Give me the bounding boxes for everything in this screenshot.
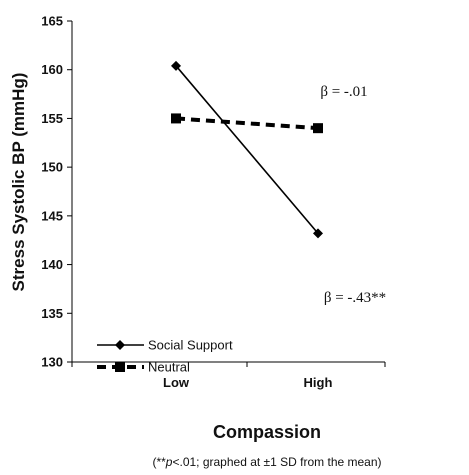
y-tick-label: 140 xyxy=(41,257,63,272)
footnote: (**p<.01; graphed at ±1 SD from the mean… xyxy=(152,455,381,469)
legend-label: Neutral xyxy=(148,360,190,375)
y-tick-label: 145 xyxy=(41,208,63,223)
footnote-suffix: <.01; graphed at ±1 SD from the mean) xyxy=(172,455,381,469)
beta-annotation: β = -.01 xyxy=(320,84,367,100)
y-tick-label: 160 xyxy=(41,62,63,77)
y-tick-label: 135 xyxy=(41,306,63,321)
x-axis-title: Compassion xyxy=(213,422,321,442)
data-point-neutral xyxy=(171,113,181,124)
y-ticks: 130 135 140 145 150 155 160 165 xyxy=(41,14,72,370)
series-layer xyxy=(171,60,323,239)
footnote-p: p xyxy=(165,455,173,469)
x-tick-label: High xyxy=(304,375,333,390)
data-point-neutral xyxy=(313,123,323,134)
series-line-social-support xyxy=(175,65,319,234)
y-tick-label: 165 xyxy=(41,14,63,29)
legend-swatch-marker xyxy=(115,362,125,372)
y-tick-label: 130 xyxy=(41,355,63,370)
x-ticks: Low High xyxy=(71,362,386,390)
y-tick-label: 155 xyxy=(41,111,63,126)
beta-annotation: β = -.43** xyxy=(324,290,386,306)
data-point-social-support xyxy=(171,60,181,71)
y-tick-label: 150 xyxy=(41,160,63,175)
series-line-neutral xyxy=(175,116,319,131)
annotation-layer: β = -.01 β = -.43** xyxy=(320,84,386,306)
legend-label: Social Support xyxy=(148,338,233,353)
data-point-social-support xyxy=(313,228,323,239)
y-axis-title: Stress Systolic BP (mmHg) xyxy=(9,73,28,292)
legend-swatch-marker xyxy=(115,340,125,350)
legend: Social Support Neutral xyxy=(97,338,233,375)
x-tick-label: Low xyxy=(163,375,190,390)
footnote-prefix: (** xyxy=(152,455,166,469)
